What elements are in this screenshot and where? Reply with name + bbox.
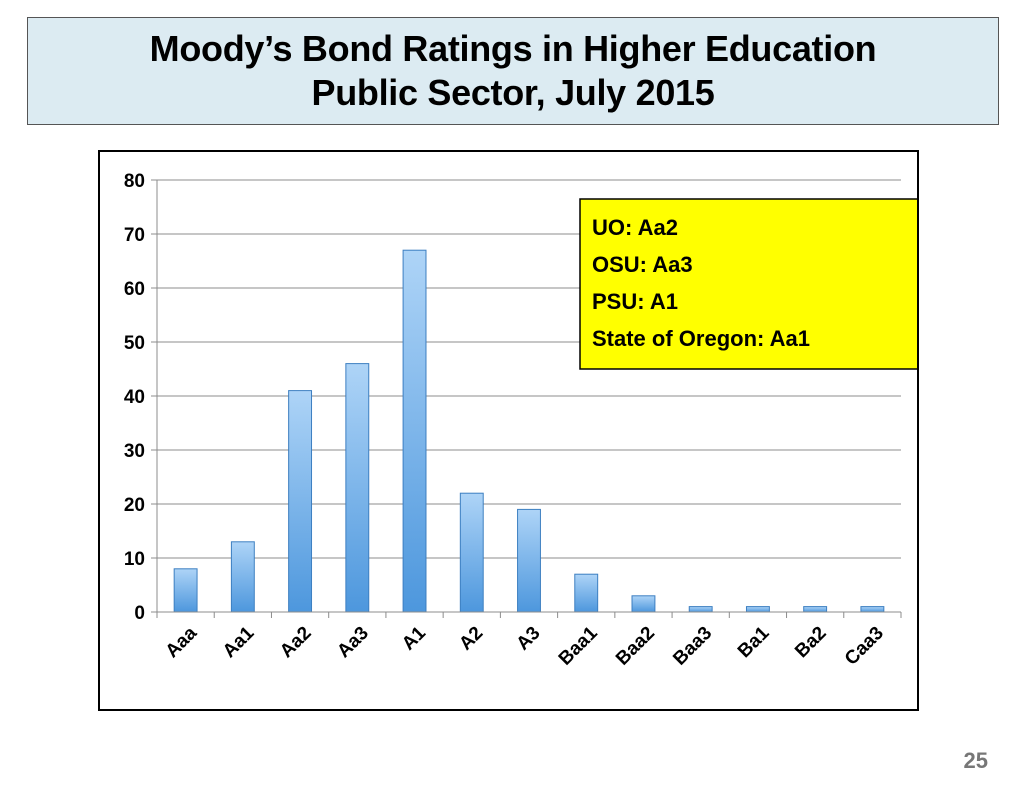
x-tick-label: Aa2 bbox=[276, 623, 315, 662]
annotation-line: PSU: A1 bbox=[592, 289, 678, 314]
bar-a3 bbox=[517, 508, 541, 613]
x-tick-label: Baa1 bbox=[555, 622, 602, 669]
y-tick-label: 20 bbox=[124, 495, 145, 516]
annotation-line: State of Oregon: Aa1 bbox=[592, 326, 810, 351]
bar-baa2 bbox=[631, 595, 656, 613]
bar-chart: 0 10 20 30 40 50 60 70 80 Aaa Aa1 Aa2 Aa3 A1 A2 A3 Baa1… bbox=[124, 171, 917, 670]
bar-a2 bbox=[459, 492, 484, 613]
bar-a1 bbox=[402, 249, 427, 613]
y-tick-label: 0 bbox=[134, 603, 145, 624]
bar-baa1 bbox=[574, 573, 599, 613]
annotation-line: UO: Aa2 bbox=[592, 215, 678, 240]
bar-aa1 bbox=[230, 541, 255, 613]
bar-ba1 bbox=[745, 606, 770, 613]
y-tick-labels: 0 10 20 30 40 50 60 70 80 bbox=[124, 171, 145, 624]
bar-aa2 bbox=[288, 390, 313, 613]
slide-title-box: Moody’s Bond Ratings in Higher Education… bbox=[27, 17, 999, 125]
y-tick-label: 50 bbox=[124, 333, 145, 354]
x-tick-labels: Aaa Aa1 Aa2 Aa3 A1 A2 A3 Baa1 Baa2 Baa3 Ba1 Ba2 Caa3 bbox=[162, 622, 888, 669]
x-tick-label: Aa3 bbox=[333, 623, 372, 662]
bar-aa3 bbox=[345, 363, 370, 613]
x-tick-label: A2 bbox=[455, 623, 487, 655]
bar-aaa bbox=[173, 568, 198, 613]
annotation-box: UO: Aa2 OSU: Aa3 PSU: A1 State of Oregon: A… bbox=[579, 198, 917, 370]
x-tick-label: Caa3 bbox=[841, 623, 888, 670]
y-tick-label: 10 bbox=[124, 549, 145, 570]
y-tick-label: 60 bbox=[124, 279, 145, 300]
chart-frame: 0 10 20 30 40 50 60 70 80 Aaa Aa1 Aa2 Aa3 A1 A2 A3 Baa1… bbox=[98, 150, 919, 711]
bar-ba2 bbox=[803, 606, 828, 613]
x-tick-label: Baa3 bbox=[669, 623, 716, 670]
x-tick-label: Aa1 bbox=[219, 622, 259, 662]
x-tick-label: Ba2 bbox=[791, 623, 830, 662]
slide-title-line-2: Public Sector, July 2015 bbox=[311, 72, 715, 113]
y-tick-label: 30 bbox=[124, 441, 145, 462]
y-tick-label: 70 bbox=[124, 225, 145, 246]
page-number: 25 bbox=[963, 748, 988, 773]
bar-baa3 bbox=[688, 606, 713, 613]
y-tick-label: 80 bbox=[124, 171, 145, 192]
slide-title-line-1: Moody’s Bond Ratings in Higher Education bbox=[149, 28, 877, 69]
x-tick-label: Baa2 bbox=[612, 623, 659, 670]
y-tick-label: 40 bbox=[124, 387, 145, 408]
x-tick-label: Ba1 bbox=[734, 622, 774, 662]
bar-caa3 bbox=[860, 606, 885, 613]
annotation-background bbox=[579, 198, 917, 370]
annotation-line: OSU: Aa3 bbox=[592, 252, 693, 277]
x-tick-label: A3 bbox=[513, 623, 545, 655]
axes bbox=[156, 180, 902, 618]
x-tick-label: A1 bbox=[398, 622, 430, 654]
x-tick-label: Aaa bbox=[162, 622, 202, 662]
